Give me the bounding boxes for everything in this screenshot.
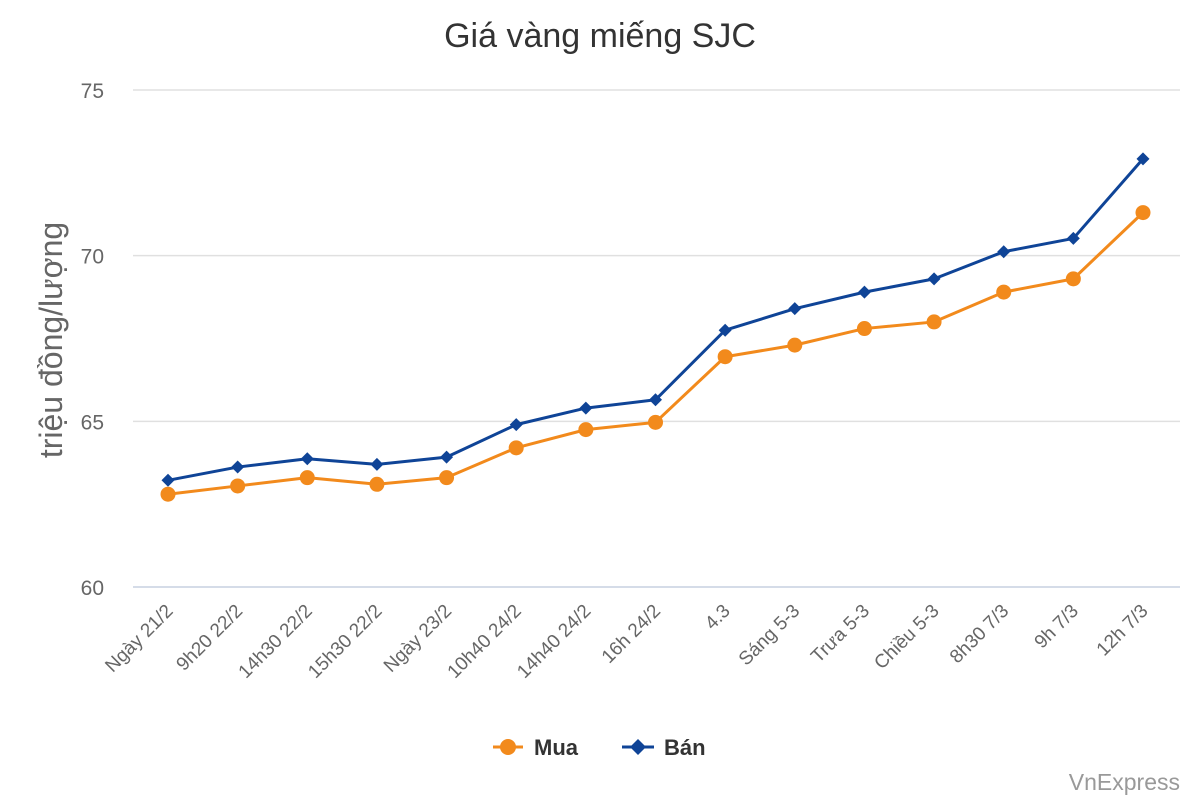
x-tick-label: 8h30 7/3 [946,601,1013,668]
data-point-ban [1136,152,1150,166]
x-tick-label: 4.3 [701,601,735,635]
x-tick-label: Ngày 21/2 [101,601,177,677]
data-point-mua [439,470,455,486]
x-tick-label: 14h40 24/2 [513,601,595,683]
source-credit: VnExpress [1069,769,1180,795]
series-group [160,152,1151,502]
data-point-mua [160,486,176,502]
x-tick-label: Sáng 5-3 [735,601,804,670]
y-tick-label: 65 [81,411,104,434]
x-tick-label: 9h20 22/2 [173,601,248,676]
data-point-ban [370,457,384,471]
data-point-ban [509,418,523,432]
y-tick-labels: 60 65 70 75 [81,80,104,600]
data-point-ban [231,460,245,474]
data-point-ban [579,401,593,415]
data-point-ban [1066,231,1080,245]
data-point-ban [161,473,175,487]
data-point-ban [440,450,454,464]
x-tick-label: 16h 24/2 [598,601,665,668]
legend: Mua Bán [493,735,706,760]
series-mua [160,205,1151,502]
data-point-mua [1135,205,1151,221]
x-tick-label: Ngày 23/2 [380,601,456,677]
data-point-ban [649,393,662,407]
legend-ban-marker [630,739,646,755]
data-point-mua [926,314,942,330]
data-point-mua [856,321,872,337]
x-tick-label: 12h 7/3 [1093,601,1153,661]
series-ban [161,152,1150,487]
x-tick-label: Trưa 5-3 [807,601,874,668]
data-point-mua [369,476,385,492]
data-point-mua [230,478,246,494]
data-point-mua [578,422,594,438]
data-point-ban [927,272,941,286]
data-point-mua [717,349,733,365]
x-tick-label: Chiều 5-3 [870,601,943,674]
series-ban-line [167,157,1145,482]
data-point-mua [508,440,524,456]
data-point-ban [718,323,732,337]
data-point-ban [788,302,802,316]
legend-ban-label: Bán [664,735,706,760]
data-point-ban [300,452,314,466]
grid-lines [133,89,1180,588]
x-tick-label: 10h40 24/2 [444,601,526,683]
x-tick-label: 9h 7/3 [1031,601,1083,653]
y-tick-label: 60 [81,577,104,600]
chart-title: Giá vàng miếng SJC [444,17,756,55]
data-point-ban [857,285,871,299]
data-point-mua [299,470,315,486]
y-tick-label: 75 [81,80,104,103]
data-point-mua [996,284,1012,300]
data-point-mua [648,414,663,430]
y-axis-label: triệu đồng/lượng [33,222,69,458]
data-point-mua [787,337,803,353]
y-tick-label: 70 [81,246,104,269]
x-tick-label: 15h30 22/2 [304,601,386,683]
data-point-mua [1065,271,1081,287]
legend-mua-label: Mua [534,735,579,760]
data-point-ban [997,245,1011,259]
legend-mua-marker [500,739,516,755]
x-tick-label: 14h30 22/2 [235,601,317,683]
